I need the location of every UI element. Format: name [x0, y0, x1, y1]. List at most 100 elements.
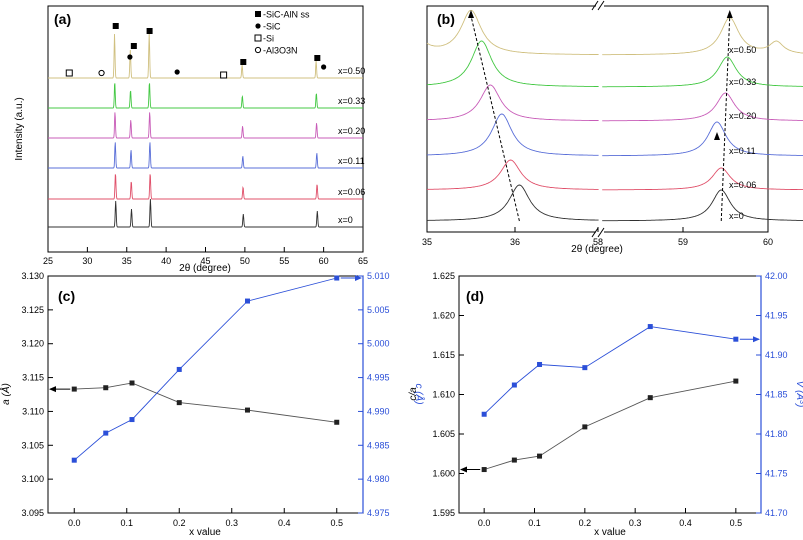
peak-shift-arrow	[726, 10, 733, 18]
data-point	[733, 336, 739, 342]
legend-marker	[255, 23, 261, 29]
y-tick-label-left: 1.600	[432, 469, 455, 479]
si-marker	[65, 69, 73, 77]
y-tick-label-left: 3.120	[21, 339, 44, 349]
panel-a-content: 25 30 35 40 45 50 55 60 65 x=0 x=0.06 x=0.11 x=0.20 x…	[43, 10, 368, 267]
series-label: x=0.33	[729, 77, 756, 87]
axis-indicator-arrow	[49, 386, 56, 393]
data-point	[334, 275, 340, 281]
x-tick-label: 0.1	[528, 518, 541, 528]
x-tick-label: 0.2	[173, 518, 186, 528]
y-tick-label-left: 1.615	[432, 350, 455, 360]
series-label: x=0	[729, 211, 744, 221]
series-line	[483, 326, 736, 415]
y-tick-label-right: 5.010	[367, 271, 390, 281]
panel-d: 0.0 0.1 0.2 0.3 0.4 0.5 1.595 1.600 1.605 1.610 1.…	[408, 271, 803, 538]
legend-marker	[255, 11, 261, 17]
peak-shift-guide	[470, 15, 520, 222]
panel-b-label: (b)	[437, 11, 455, 27]
y-tick-label-right: 41.80	[765, 429, 788, 439]
peak-left-line	[426, 9, 599, 55]
y-tick-label-left: 1.605	[432, 429, 455, 439]
x-tick-label: 35	[122, 256, 132, 266]
data-point	[481, 467, 487, 473]
legend-marker	[254, 46, 262, 54]
panel-c-label: (c)	[58, 288, 75, 304]
data-point	[129, 380, 135, 386]
data-point	[481, 411, 487, 417]
y-tick-label-right: 41.75	[765, 469, 788, 479]
panel-d-label: (d)	[466, 288, 484, 304]
y-tick-label-left: 3.095	[21, 508, 44, 518]
peak-right-line	[602, 121, 803, 157]
peak-shift-arrow	[714, 132, 720, 140]
x-tick-label: 55	[279, 256, 289, 266]
axis-break-mark	[597, 227, 605, 238]
panel-a-xlabel: 2θ (degree)	[179, 263, 231, 274]
sic-aln-marker	[146, 28, 153, 34]
si-marker	[220, 71, 228, 79]
panel-b-xlabel: 2θ (degree)	[571, 244, 623, 255]
series-label: x=0.20	[729, 111, 756, 121]
y-tick-label-left: 3.125	[21, 305, 44, 315]
peak-left-line	[427, 184, 599, 221]
series-line	[48, 198, 363, 228]
x-tick-label: 0.1	[120, 518, 133, 528]
peak-right-line	[602, 167, 803, 191]
y-tick-label-right: 4.985	[367, 440, 390, 450]
data-point	[647, 324, 653, 330]
peak-right-line	[602, 56, 803, 88]
x-tick-label: 0.2	[579, 518, 592, 528]
x-tick-label: 0.5	[730, 518, 743, 528]
axis-break-mark	[591, 227, 599, 238]
panel-b: 353658596061x=0x=0.06x=0.11x=0.20x=0.33x…	[422, 0, 803, 255]
x-tick-label: 58	[593, 237, 603, 247]
x-tick-label: 30	[82, 256, 92, 266]
y-tick-label-right: 5.000	[367, 339, 390, 349]
sic-marker	[127, 54, 133, 60]
panel-b-content: 353658596061x=0x=0.06x=0.11x=0.20x=0.33x…	[422, 0, 803, 247]
data-point	[537, 453, 543, 459]
panel-a-ylabel: Intensity (a.u.)	[14, 97, 25, 160]
peak-right-line	[602, 17, 803, 56]
peak-right-line	[602, 189, 803, 222]
y-tick-label-left: 1.595	[432, 508, 455, 518]
y-tick-label-right: 41.85	[765, 390, 788, 400]
data-point	[511, 457, 517, 463]
panel-d-content: 0.0 0.1 0.2 0.3 0.4 0.5 1.595 1.600 1.605 1.610 1.…	[432, 271, 787, 528]
sic-marker	[321, 64, 327, 70]
series-label: x=0	[338, 215, 353, 225]
peak-left-line	[427, 113, 599, 156]
legend-marker	[254, 34, 262, 42]
axis-break-mark	[591, 0, 599, 11]
y-tick-label-right: 4.995	[367, 373, 390, 383]
data-point	[245, 407, 250, 413]
data-point	[511, 382, 517, 388]
x-tick-label: 50	[240, 256, 250, 266]
data-point	[129, 417, 135, 423]
y-tick-label-left: 3.100	[21, 474, 44, 484]
y-tick-label-right: 41.70	[765, 508, 788, 518]
peak-left-line	[427, 84, 599, 121]
series-line	[484, 380, 736, 470]
series-line	[74, 382, 337, 423]
legend-label: -SiC	[263, 22, 281, 32]
y-tick-label-right: 4.990	[367, 406, 390, 416]
x-tick-label: 59	[678, 237, 688, 247]
peak-right-line	[602, 92, 803, 122]
x-tick-label: 65	[358, 256, 368, 266]
y-tick-label-right: 41.95	[765, 311, 788, 321]
y-tick-label-right: 5.005	[367, 305, 390, 315]
data-point	[245, 298, 250, 304]
data-point	[176, 400, 182, 406]
y-tick-label-left: 1.610	[432, 390, 455, 400]
al3o3n-marker	[98, 69, 105, 77]
x-tick-label: 0.4	[278, 518, 291, 528]
data-point	[71, 457, 77, 463]
y-tick-label-left: 1.625	[432, 271, 455, 281]
data-point	[537, 361, 543, 367]
series-line	[74, 277, 337, 461]
data-point	[582, 365, 588, 371]
y-tick-label-right: 42.00	[765, 271, 788, 281]
x-tick-label: 45	[200, 256, 210, 266]
